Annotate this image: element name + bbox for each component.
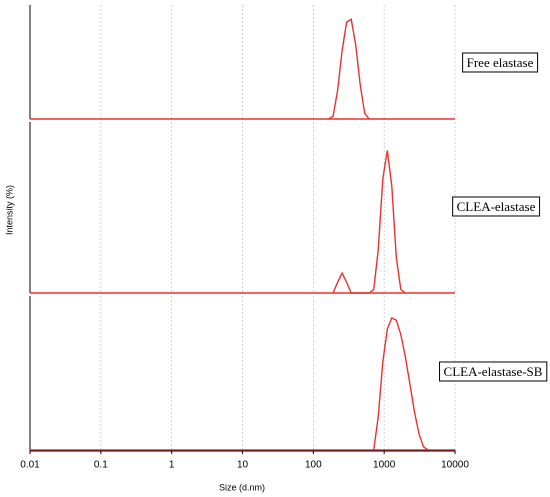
annotation-box (452, 196, 541, 217)
x-tick-label: 10000 (441, 460, 469, 471)
y-axis-label: Intensity (%) (4, 185, 14, 235)
x-tick-label: 100 (305, 460, 322, 471)
annotation: CLEA-elastase (457, 199, 536, 214)
x-tick-label: 1 (169, 460, 175, 471)
x-tick-label: 1000 (373, 460, 396, 471)
annotation: Free elastase (467, 55, 534, 70)
series-line (328, 18, 370, 120)
x-axis-label: Size (d.nm) (219, 482, 265, 492)
x-tick-label: 0.1 (94, 460, 108, 471)
series-line (373, 317, 429, 451)
annotation-box (462, 52, 539, 73)
series-line (332, 150, 406, 294)
annotation: CLEA-elastase-SB (444, 364, 543, 379)
x-tick-label: 0.01 (20, 460, 40, 471)
x-tick-label: 10 (237, 460, 249, 471)
annotation-box (439, 361, 548, 382)
